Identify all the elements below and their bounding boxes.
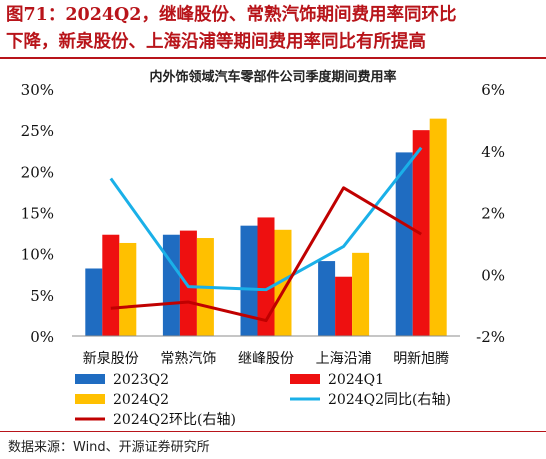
bar-2023q2 (395, 152, 413, 336)
left-axis-tick-label: 15% (21, 205, 54, 223)
figure-title-line-2: 下降，新泉股份、上海沿浦等期间费用率同比有所提高 (6, 32, 426, 52)
legend-label: 2024Q2环比(右轴) (113, 412, 236, 428)
bar-2024q1 (257, 217, 275, 336)
bar-2024q1 (179, 230, 197, 336)
right-axis-tick-label: 6% (481, 81, 505, 99)
category-label: 常熟汽饰 (160, 351, 216, 367)
line-series (109, 146, 423, 292)
bar-2024q2 (352, 252, 370, 336)
left-axis-tick-label: 20% (21, 163, 54, 181)
category-labels: 新泉股份 常熟汽饰 继峰股份 上海沿浦 明新旭腾 (83, 350, 449, 367)
bar-2023q2 (240, 225, 258, 336)
category-label: 新泉股份 (83, 350, 139, 367)
legend: 2023Q2 2024Q1 2024Q2 2024Q2同比(右轴) 2024Q2环比(右… (75, 372, 451, 428)
bar-2024q2 (429, 118, 447, 336)
bar-series-group (85, 118, 447, 336)
bar-2023q2 (162, 234, 180, 336)
right-axis-tick-label: 2% (481, 205, 505, 223)
legend-label: 2024Q1 (328, 372, 384, 388)
legend-label: 2024Q2 (113, 392, 169, 408)
category-label: 上海沿浦 (316, 351, 372, 367)
bar-2024q2 (274, 229, 292, 336)
right-axis-tick-label: -2% (476, 328, 505, 346)
right-axis-tick-label: 0% (481, 266, 505, 284)
legend-swatch (75, 374, 105, 384)
left-axis-tick-label: 10% (21, 246, 54, 264)
bar-2023q2 (85, 268, 103, 336)
footer-divider (0, 431, 546, 432)
left-axis-tick-label: 25% (21, 122, 54, 140)
source-note: 数据来源：Wind、开源证券研究所 (8, 440, 210, 455)
right-axis: -2% 0% 2% 4% 6% (476, 81, 505, 346)
bar-2024q1 (335, 276, 353, 336)
line-series-group (109, 146, 423, 323)
legend-swatch (75, 394, 105, 404)
legend-label: 2024Q2同比(右轴) (328, 392, 451, 408)
category-label: 继峰股份 (238, 351, 294, 367)
bar-2024q2 (119, 242, 137, 336)
left-axis-tick-label: 5% (30, 287, 54, 305)
legend-swatch (290, 374, 320, 384)
figure-title-line-1: 图71：2024Q2，继峰股份、常熟汽饰期间费用率同环比 (6, 5, 457, 25)
left-axis-tick-label: 30% (21, 81, 54, 99)
bar-2024q1 (102, 234, 120, 336)
right-axis-tick-label: 4% (481, 143, 505, 161)
legend-label: 2023Q2 (113, 372, 169, 388)
left-axis-tick-label: 0% (30, 328, 54, 346)
chart-title: 内外饰领域汽车零部件公司季度期间费用率 (149, 69, 396, 85)
line-series (110, 186, 422, 323)
title-divider (0, 57, 546, 59)
category-label: 明新旭腾 (393, 350, 449, 367)
bar-2023q2 (318, 261, 336, 336)
left-axis: 0% 5% 10% 15% 20% 25% 30% (21, 81, 54, 346)
